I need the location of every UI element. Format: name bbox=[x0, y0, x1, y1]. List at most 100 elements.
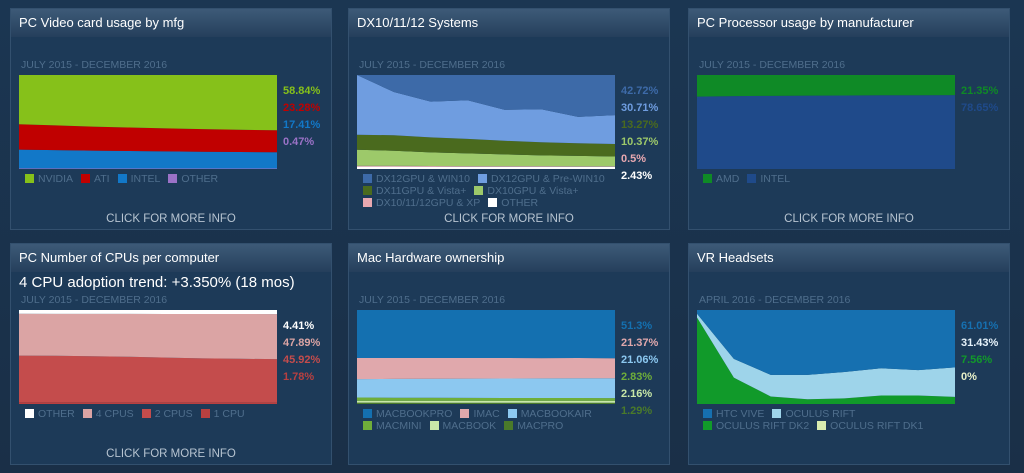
value-label: 17.41% bbox=[283, 119, 321, 131]
area-series-2-cpus bbox=[19, 355, 277, 403]
legend-swatch bbox=[747, 174, 757, 183]
legend-label: OCULUS RIFT DK1 bbox=[830, 420, 924, 432]
legend-label: ATI bbox=[94, 173, 110, 185]
area-series-dx10-11-12gpu-xp bbox=[357, 165, 615, 167]
date-range: JULY 2015 - DECEMBER 2016 bbox=[21, 294, 168, 306]
value-label: 31.43% bbox=[961, 337, 999, 349]
click-for-more-info-link[interactable]: CLICK FOR MORE INFO bbox=[444, 213, 574, 225]
legend-swatch bbox=[81, 174, 91, 183]
legend-swatch bbox=[25, 174, 34, 183]
legend-swatch bbox=[504, 421, 514, 430]
area-series-oculus-rift bbox=[697, 313, 955, 400]
area-series-nvidia bbox=[19, 75, 277, 131]
chart-panel[interactable]: VR Headsets APRIL 2016 - DECEMBER 2016 61.… bbox=[688, 243, 1010, 465]
legend-label: 2 CPUS bbox=[154, 408, 193, 420]
legend: HTC VIVE OCULUS RIFTOCULUS RIFT DK2 OCULUS… bbox=[703, 408, 959, 432]
legend: NVIDIA ATI INTEL OTHER bbox=[25, 173, 281, 185]
legend-item: INTEL bbox=[747, 173, 790, 185]
area-series-oculus-rift-dk2 bbox=[697, 317, 955, 404]
legend-swatch bbox=[82, 409, 92, 418]
value-labels: 4.41% 47.89% 45.92% 1.78% bbox=[283, 318, 320, 386]
value-label: 45.92% bbox=[283, 354, 321, 366]
area-series-imac bbox=[357, 357, 615, 380]
date-range: JULY 2015 - DECEMBER 2016 bbox=[21, 59, 168, 71]
legend-label: 1 CPU bbox=[213, 408, 245, 420]
legend-item: MACBOOKAIR bbox=[507, 408, 592, 420]
legend: AMD INTEL bbox=[703, 173, 959, 185]
click-for-more-info-link[interactable]: CLICK FOR MORE INFO bbox=[784, 213, 914, 225]
stacked-area-chart bbox=[357, 75, 615, 169]
legend-label: MACBOOK bbox=[442, 420, 497, 432]
value-label: 51.3% bbox=[621, 320, 653, 332]
value-label: 23.28% bbox=[283, 102, 321, 114]
value-label: 0.5% bbox=[621, 153, 647, 165]
legend-label: OTHER bbox=[181, 173, 219, 185]
value-label: 2.16% bbox=[621, 388, 653, 400]
legend-swatch bbox=[200, 409, 210, 418]
value-label: 13.27% bbox=[621, 119, 659, 131]
legend-label: IMAC bbox=[473, 408, 500, 420]
value-label: 10.37% bbox=[621, 136, 659, 148]
legend-swatch bbox=[141, 409, 151, 418]
legend-item: HTC VIVE bbox=[703, 408, 764, 420]
value-label: 0% bbox=[961, 371, 977, 383]
legend-swatch bbox=[363, 421, 372, 430]
value-labels: 42.72% 30.71% 13.27% 10.37% 0.5% 2.43% bbox=[621, 83, 658, 185]
date-range: JULY 2015 - DECEMBER 2016 bbox=[359, 294, 506, 306]
click-for-more-info-link[interactable]: CLICK FOR MORE INFO bbox=[106, 448, 236, 460]
legend-item: OCULUS RIFT DK1 bbox=[817, 420, 923, 432]
legend-item: AMD bbox=[703, 173, 739, 185]
legend-swatch bbox=[703, 421, 712, 430]
legend-item: 1 CPU bbox=[200, 408, 245, 420]
legend-item: IMAC bbox=[460, 408, 500, 420]
legend-item: DX10GPU & Vista+ bbox=[474, 185, 579, 197]
legend-label: DX12GPU & WIN10 bbox=[376, 173, 470, 185]
panel-title: PC Number of CPUs per computer bbox=[11, 244, 331, 272]
trend-text: 4 CPU adoption trend: +3.350% (18 mos) bbox=[19, 274, 295, 291]
legend-label: OCULUS RIFT DK2 bbox=[716, 420, 810, 432]
stacked-area-chart bbox=[357, 310, 615, 404]
chart-panel[interactable]: PC Video card usage by mfg JULY 2015 - DE… bbox=[10, 8, 332, 230]
legend-label: NVIDIA bbox=[38, 173, 74, 185]
chart-panel[interactable]: Mac Hardware ownership JULY 2015 - DECEMB… bbox=[348, 243, 670, 465]
legend-label: MACMINI bbox=[376, 420, 422, 432]
legend-item: OTHER bbox=[25, 408, 75, 420]
legend-swatch bbox=[363, 198, 372, 207]
legend-swatch bbox=[25, 409, 34, 418]
legend-swatch bbox=[363, 186, 372, 195]
chart-panel[interactable]: PC Number of CPUs per computer 4 CPU adop… bbox=[10, 243, 332, 465]
area-series-1-cpu bbox=[19, 402, 277, 404]
chart-panel[interactable]: DX10/11/12 Systems JULY 2015 - DECEMBER 2… bbox=[348, 8, 670, 230]
legend-swatch bbox=[507, 409, 517, 418]
panel-title: PC Video card usage by mfg bbox=[11, 9, 331, 37]
date-range: APRIL 2016 - DECEMBER 2016 bbox=[699, 294, 851, 306]
legend-item: MACBOOKPRO bbox=[363, 408, 452, 420]
legend-swatch bbox=[363, 174, 372, 183]
value-label: 2.83% bbox=[621, 371, 653, 383]
legend-label: DX10GPU & Vista+ bbox=[487, 185, 579, 197]
legend-label: INTEL bbox=[760, 173, 791, 185]
value-label: 42.72% bbox=[621, 85, 659, 97]
legend-label: AMD bbox=[716, 173, 740, 185]
legend-swatch bbox=[474, 186, 484, 195]
legend-label: INTEL bbox=[130, 173, 161, 185]
legend-item: NVIDIA bbox=[25, 173, 73, 185]
value-labels: 21.35% 78.65% bbox=[961, 83, 998, 117]
legend-swatch bbox=[168, 174, 178, 183]
value-label: 2.43% bbox=[621, 170, 653, 182]
panel-title: Mac Hardware ownership bbox=[349, 244, 669, 272]
area-series-dx12gpu-win10 bbox=[357, 75, 615, 117]
legend-item: OTHER bbox=[488, 197, 538, 209]
area-series-4-cpus bbox=[19, 313, 277, 360]
value-label: 30.71% bbox=[621, 102, 659, 114]
panel-title: VR Headsets bbox=[689, 244, 1009, 272]
click-for-more-info-link[interactable]: CLICK FOR MORE INFO bbox=[106, 213, 236, 225]
legend-label: OCULUS RIFT bbox=[785, 408, 856, 420]
legend-label: DX10/11/12GPU & XP bbox=[376, 197, 481, 209]
chart-panel[interactable]: PC Processor usage by manufacturer JULY 2… bbox=[688, 8, 1010, 230]
legend-item: MACPRO bbox=[504, 420, 563, 432]
legend-swatch bbox=[363, 409, 372, 418]
value-label: 0.47% bbox=[283, 136, 315, 148]
legend-swatch bbox=[772, 409, 782, 418]
date-range: JULY 2015 - DECEMBER 2016 bbox=[699, 59, 846, 71]
